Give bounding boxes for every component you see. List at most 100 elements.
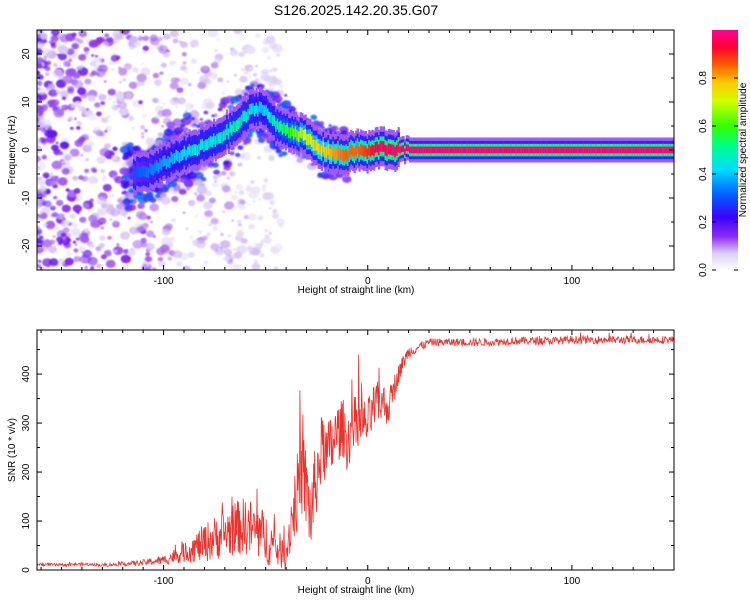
spectrogram-noise-blob bbox=[143, 193, 154, 202]
spectrogram-ridge-cell bbox=[137, 166, 141, 178]
spectrogram-noise-blob bbox=[76, 65, 83, 70]
spectrogram-ridge-cell bbox=[574, 146, 577, 154]
spectrogram-ridge-cell bbox=[526, 146, 529, 154]
spectrogram-noise-blob bbox=[96, 68, 100, 71]
spectrogram-noise-blob bbox=[190, 124, 195, 128]
spectrogram-ridge-cell bbox=[413, 146, 417, 154]
spectrogram-noise-blob bbox=[232, 263, 241, 270]
spectrogram-ridge-cell bbox=[410, 146, 413, 154]
spectrogram-ridge-cell bbox=[142, 165, 146, 177]
spectrogram-ridge-cell bbox=[665, 146, 668, 154]
spectrogram-ridge-cell bbox=[234, 121, 237, 133]
spectrogram-noise-blob bbox=[52, 63, 58, 67]
spectrogram-noise-blob bbox=[205, 190, 212, 196]
spectrogram-ridge-cell bbox=[484, 146, 487, 154]
spectrogram-noise-blob bbox=[58, 64, 62, 68]
spectrogram-noise-blob bbox=[39, 185, 47, 192]
spectrogram-noise-blob bbox=[122, 78, 126, 81]
spectrogram-noise-blob bbox=[128, 116, 135, 121]
spectrogram-noise-blob bbox=[246, 245, 254, 252]
spectrogram-ridge-cell bbox=[324, 146, 327, 158]
spectrogram-noise-blob bbox=[37, 112, 40, 117]
spectrogram-noise-blob bbox=[127, 249, 136, 256]
spectrogram-noise-blob bbox=[48, 40, 52, 44]
spectrogram-noise-blob bbox=[243, 70, 250, 75]
spectrogram-noise-blob bbox=[111, 104, 119, 111]
spectrogram-noise-blob bbox=[173, 126, 184, 135]
spectrogram-noise-blob bbox=[37, 263, 41, 268]
spectrogram-noise-blob bbox=[121, 142, 126, 146]
spectrogram-noise-blob bbox=[229, 151, 235, 156]
spectrogram-ridge-cell bbox=[314, 140, 317, 151]
spectrogram-ridge-cell bbox=[358, 146, 361, 158]
spectrogram-noise-blob bbox=[37, 62, 43, 69]
spectrogram-noise-blob bbox=[159, 71, 164, 75]
spectrogram-noise-blob bbox=[278, 223, 284, 228]
spectrogram-ridge-cell bbox=[252, 103, 255, 114]
spectrogram-ridge-cell bbox=[244, 110, 247, 122]
spectrogram-ridge-cell bbox=[471, 146, 474, 154]
spectrogram-noise-blob bbox=[239, 204, 246, 211]
snr-y-axis-label: SNR (10 * v/v) bbox=[7, 418, 18, 482]
spectrogram-noise-blob bbox=[88, 141, 94, 147]
spectrogram-ridge-cell bbox=[175, 149, 178, 161]
spectrogram-noise-blob bbox=[61, 96, 67, 100]
spectrogram-ridge-cell bbox=[552, 146, 555, 154]
spectrogram-ridge-cell bbox=[618, 146, 621, 154]
spectrogram-ridge-cell bbox=[159, 158, 162, 169]
spectrogram-ridge-cell bbox=[177, 150, 180, 162]
spectrogram-ridge-cell bbox=[609, 146, 613, 154]
spectrogram-noise-blob bbox=[42, 258, 53, 267]
spectrogram-noise-blob bbox=[158, 260, 166, 267]
spectrogram-ridge-cell bbox=[203, 141, 206, 152]
spectrogram-noise-blob bbox=[170, 77, 179, 84]
spectrogram-noise-blob bbox=[322, 173, 330, 180]
spectrogram-ridge-cell bbox=[544, 146, 547, 154]
spectrogram-ridge-cell bbox=[507, 146, 510, 154]
spectrogram-noise-blob bbox=[73, 188, 81, 194]
spectrogram-noise-blob bbox=[72, 175, 79, 181]
spectrogram-noise-blob bbox=[50, 42, 56, 47]
spectrogram-noise-blob bbox=[140, 125, 146, 130]
spectrogram-ridge-cell bbox=[431, 146, 435, 154]
spectrogram-noise-blob bbox=[138, 100, 143, 105]
spectrogram-ridge-cell bbox=[345, 148, 348, 160]
spectrogram-noise-blob bbox=[95, 129, 103, 137]
spectrogram-ridge-cell bbox=[441, 146, 444, 154]
colorbar: 0.0 0.2 0.4 0.6 0.8 Normalized spectral ampl… bbox=[698, 30, 749, 277]
spectrogram-noise-blob bbox=[123, 249, 130, 254]
spectrogram-x-ticks: -100 0 100 bbox=[40, 30, 675, 287]
spectrogram-ridge-cell bbox=[407, 144, 410, 152]
spectrogram-noise-blob bbox=[66, 48, 75, 55]
spectrogram-noise-blob bbox=[203, 78, 212, 85]
spectrogram-ridge-cell bbox=[320, 145, 324, 157]
spectrogram-ridge-cell bbox=[255, 102, 258, 114]
spectrogram-noise-blob bbox=[152, 72, 160, 79]
spectrogram-noise-blob bbox=[84, 78, 92, 85]
spectrogram-noise-blob bbox=[253, 259, 258, 263]
spectrogram-ridge-cell bbox=[493, 146, 497, 154]
spectrogram-noise-blob bbox=[78, 136, 86, 143]
spectrogram-ridge-cell bbox=[330, 149, 333, 160]
spectrogram-noise-blob bbox=[91, 54, 95, 57]
spectrogram-ridge-cell bbox=[649, 146, 652, 154]
spectrogram-noise-blob bbox=[194, 192, 198, 196]
spectrogram-noise-blob bbox=[234, 88, 244, 96]
spectrogram-noise-blob bbox=[61, 152, 73, 161]
spectrogram-noise-blob bbox=[75, 237, 80, 241]
spectrogram-noise-blob bbox=[167, 256, 173, 261]
colorbar-tick-label: 0.8 bbox=[698, 71, 709, 85]
spectrogram-noise-blob bbox=[114, 176, 124, 184]
spectrogram-noise-blob bbox=[63, 60, 71, 67]
spectrogram-ridge-cell bbox=[360, 144, 363, 155]
spectrogram-ridge-cell bbox=[165, 158, 168, 170]
spectrogram-ridge-cell bbox=[480, 146, 484, 154]
spectrogram-noise-blob bbox=[107, 36, 114, 43]
spectrogram-noise-blob bbox=[247, 203, 251, 206]
spectrogram-noise-blob bbox=[195, 214, 199, 218]
spectrogram-noise-blob bbox=[243, 214, 250, 220]
spectrogram-noise-blob bbox=[257, 156, 261, 160]
spectrogram-ridge-cell bbox=[453, 146, 456, 154]
spectrogram-ridge-cell bbox=[601, 146, 604, 154]
spectrogram-noise-blob bbox=[65, 251, 72, 257]
